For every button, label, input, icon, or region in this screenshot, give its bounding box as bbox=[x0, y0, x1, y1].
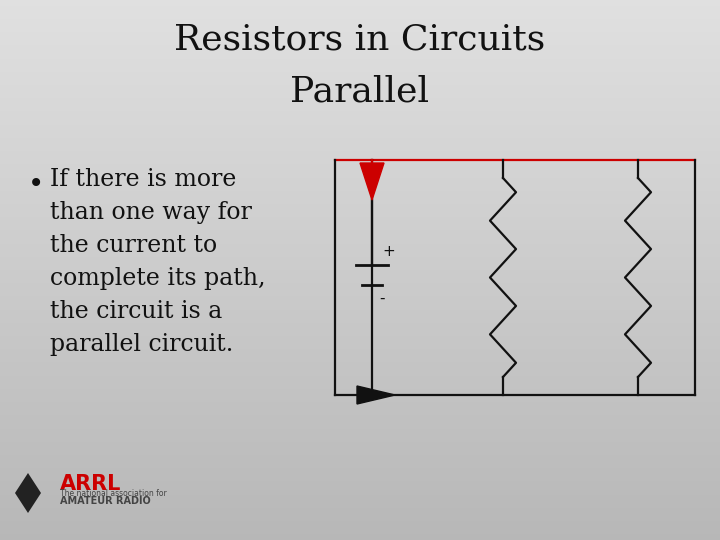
Polygon shape bbox=[15, 473, 41, 513]
Text: AMATEUR RADIO: AMATEUR RADIO bbox=[60, 496, 150, 506]
Text: -: - bbox=[379, 291, 384, 306]
Text: The national association for: The national association for bbox=[60, 489, 167, 498]
Text: Parallel: Parallel bbox=[290, 75, 430, 109]
Text: +: + bbox=[382, 244, 395, 259]
Polygon shape bbox=[360, 163, 384, 200]
Text: Resistors in Circuits: Resistors in Circuits bbox=[174, 23, 546, 57]
Text: If there is more
than one way for
the current to
complete its path,
the circuit : If there is more than one way for the cu… bbox=[50, 168, 266, 355]
Polygon shape bbox=[357, 386, 395, 404]
Text: ARRL: ARRL bbox=[60, 474, 122, 494]
Text: •: • bbox=[28, 170, 44, 198]
